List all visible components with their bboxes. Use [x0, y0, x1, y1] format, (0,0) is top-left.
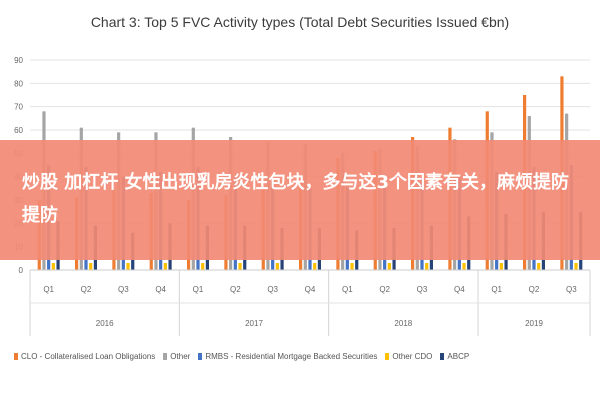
x-tick-label: Q1 [193, 285, 204, 294]
legend-item: ABCP [440, 352, 469, 361]
x-axis-ticks: Q1 Q2 Q3 Q4 Q1 Q2 Q3 Q4 Q1 Q2 Q3 Q4 Q1 Q2 Q3 [30, 269, 590, 294]
bar [238, 263, 242, 270]
x-tick-label: Q1 [342, 285, 353, 294]
x-tick-label: Q2 [379, 285, 390, 294]
x-tick-label: Q4 [155, 285, 166, 294]
x-tick-label: Q1 [43, 285, 54, 294]
x-tick-label: Q4 [305, 285, 316, 294]
legend-swatch [385, 353, 390, 360]
bar [201, 263, 205, 270]
legend-label: RMBS - Residential Mortgage Backed Secur… [205, 352, 378, 361]
legend-swatch [440, 353, 445, 360]
legend-label: Other [170, 352, 191, 361]
bar [89, 263, 93, 270]
bar [163, 263, 167, 270]
legend-swatch [198, 353, 203, 360]
legend-item: CLO - Collateralised Loan Obligations [14, 352, 155, 361]
y-tick-label: 80 [14, 79, 23, 88]
x-tick-label: Q3 [267, 285, 278, 294]
x-tick-label: Q3 [566, 285, 577, 294]
chart-legend: CLO - Collateralised Loan Obligations Oth… [14, 352, 594, 361]
x-tick-label: Q3 [118, 285, 129, 294]
x-tick-label: Q2 [81, 285, 92, 294]
chart-title: Chart 3: Top 5 FVC Activity types (Total… [90, 14, 510, 30]
x-tick-label: Q1 [491, 285, 502, 294]
y-tick-label: 60 [14, 126, 23, 135]
year-label: 2016 [96, 319, 114, 328]
y-tick-label: 0 [19, 266, 24, 275]
legend-label: CLO - Collateralised Loan Obligations [21, 352, 156, 361]
bar [275, 263, 279, 270]
year-label: 2018 [394, 319, 412, 328]
legend-label: ABCP [447, 352, 470, 361]
year-axis: 2016 2017 2018 2019 [29, 270, 591, 336]
legend-swatch [163, 353, 168, 360]
bar [425, 263, 429, 270]
bar [499, 263, 503, 270]
legend-label: Other CDO [392, 352, 433, 361]
bar [387, 263, 391, 270]
legend-item: RMBS - Residential Mortgage Backed Secur… [198, 352, 377, 361]
bar [462, 263, 466, 270]
x-tick-label: Q3 [417, 285, 428, 294]
bar [350, 263, 354, 270]
legend-swatch [14, 353, 18, 360]
legend-item: Other CDO [385, 352, 432, 361]
y-tick-label: 90 [14, 56, 23, 65]
bar [51, 263, 55, 270]
x-tick-label: Q2 [529, 285, 540, 294]
banner-text: 炒股 加杠杆 女性出现乳房炎性包块，多与这3个因素有关，麻烦提防提防 [22, 172, 570, 226]
overlay-banner[interactable]: 炒股 加杠杆 女性出现乳房炎性包块，多与这3个因素有关，麻烦提防提防 [0, 140, 600, 260]
bar [126, 263, 130, 270]
x-tick-label: Q2 [230, 285, 241, 294]
year-label: 2019 [525, 319, 543, 328]
legend-item: Other [163, 352, 190, 361]
bar [574, 263, 578, 270]
bar [537, 263, 541, 270]
bar [313, 263, 317, 270]
x-tick-label: Q4 [454, 285, 465, 294]
y-tick-label: 70 [14, 103, 23, 112]
year-label: 2017 [245, 319, 263, 328]
